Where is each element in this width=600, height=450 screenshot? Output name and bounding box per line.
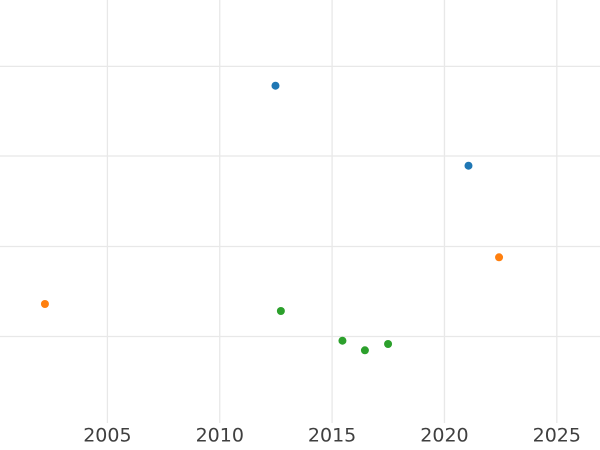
x-tick-label: 2010 (196, 425, 244, 447)
scatter-point-series-green (338, 336, 347, 345)
scatter-point-series-orange (495, 253, 504, 262)
scatter-point-series-blue (464, 161, 473, 170)
scatter-point-series-green (276, 307, 285, 315)
x-tick-label: 2025 (533, 425, 581, 447)
x-tick-label: 2015 (308, 425, 356, 447)
scatter-point-series-green (360, 346, 369, 355)
scatter-point-series-green (384, 340, 393, 348)
scatter-point-series-orange (40, 300, 49, 308)
x-tick-label: 2020 (420, 425, 468, 447)
scatter-point-series-blue (271, 81, 280, 90)
x-tick-label: 2005 (83, 425, 131, 447)
